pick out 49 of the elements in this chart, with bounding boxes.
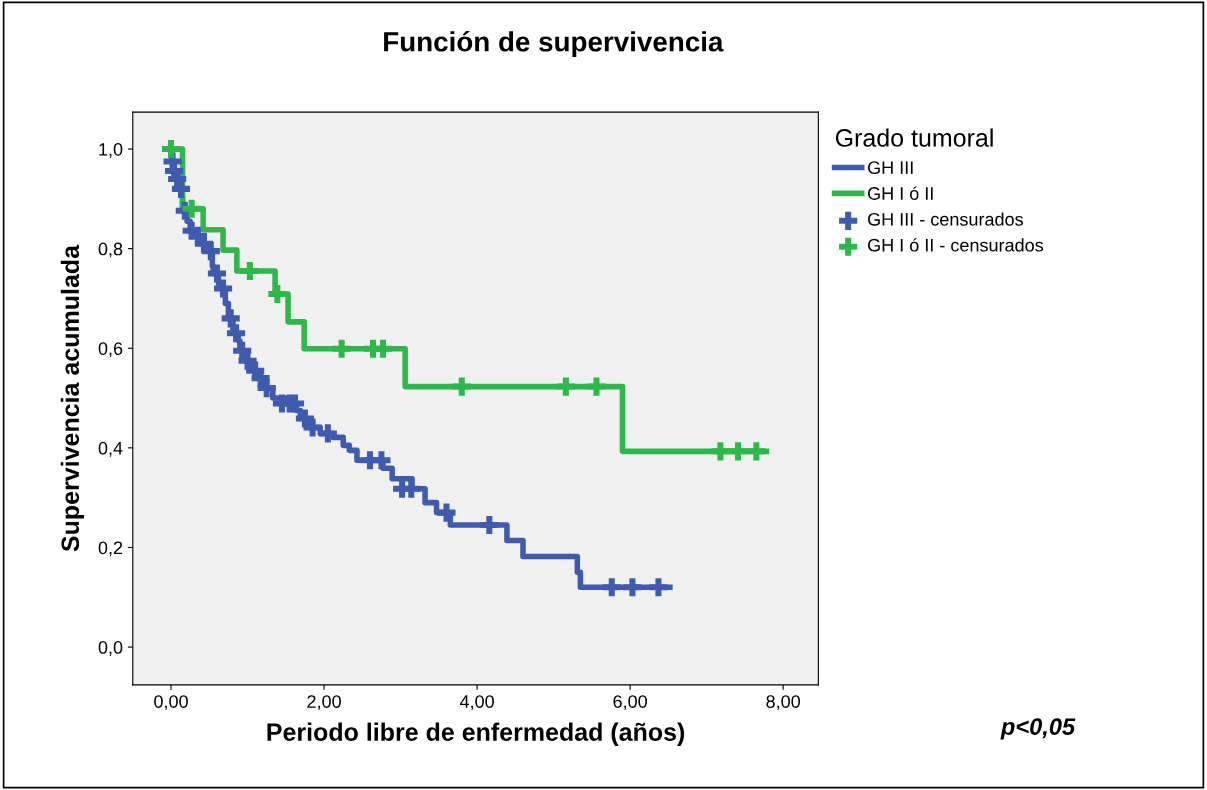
y-tick-label: 0,6 bbox=[98, 342, 123, 358]
text: p<0,05 bbox=[1000, 718, 1076, 740]
point bbox=[602, 578, 621, 597]
x-axis-title: Periodo libre de enfermedad (años) bbox=[267, 722, 685, 746]
legend-label: GH I ó II - censurados bbox=[868, 238, 1044, 252]
point bbox=[161, 139, 181, 159]
point bbox=[201, 242, 220, 261]
point bbox=[303, 418, 322, 437]
point bbox=[238, 351, 257, 370]
legend-title: Grado tumoral bbox=[835, 128, 993, 147]
point bbox=[437, 503, 456, 522]
legend-label: GH III - censurados bbox=[868, 212, 1023, 226]
y-tick-label: 1,0 bbox=[99, 142, 123, 158]
point bbox=[747, 442, 766, 461]
point bbox=[214, 279, 233, 298]
point bbox=[257, 379, 276, 398]
point bbox=[171, 179, 191, 198]
point bbox=[649, 578, 668, 597]
legend-label: GH I ó II bbox=[868, 186, 933, 200]
y-tick-label: 0,0 bbox=[98, 641, 123, 656]
point bbox=[182, 199, 201, 218]
point bbox=[587, 377, 606, 396]
point bbox=[332, 339, 351, 358]
x-tick-label: 0,00 bbox=[154, 695, 188, 711]
point bbox=[207, 264, 226, 283]
point bbox=[240, 262, 259, 281]
point bbox=[556, 377, 575, 396]
point bbox=[227, 324, 246, 343]
y-tick-label: 0,2 bbox=[98, 541, 123, 557]
x-tick-label: 4,00 bbox=[459, 695, 494, 711]
point bbox=[452, 377, 471, 396]
y-tick-label: 0,8 bbox=[98, 242, 123, 258]
point bbox=[285, 394, 305, 413]
x-tick-label: 6,00 bbox=[613, 695, 647, 711]
point bbox=[711, 442, 730, 461]
y-tick-label: 0,4 bbox=[98, 441, 123, 457]
point bbox=[373, 339, 393, 358]
legend-label: GH III bbox=[868, 161, 913, 175]
point bbox=[623, 578, 642, 597]
x-tick-label: 8,00 bbox=[766, 695, 801, 711]
point bbox=[480, 516, 499, 535]
point bbox=[728, 442, 748, 461]
point bbox=[372, 451, 391, 470]
point bbox=[221, 309, 240, 328]
x-tick-label: 2,00 bbox=[307, 695, 341, 711]
point bbox=[268, 284, 287, 304]
chart-title: Función de supervivencia bbox=[384, 30, 724, 58]
y-axis-title: Supervivencia acumulada bbox=[60, 244, 85, 552]
point bbox=[318, 424, 337, 443]
